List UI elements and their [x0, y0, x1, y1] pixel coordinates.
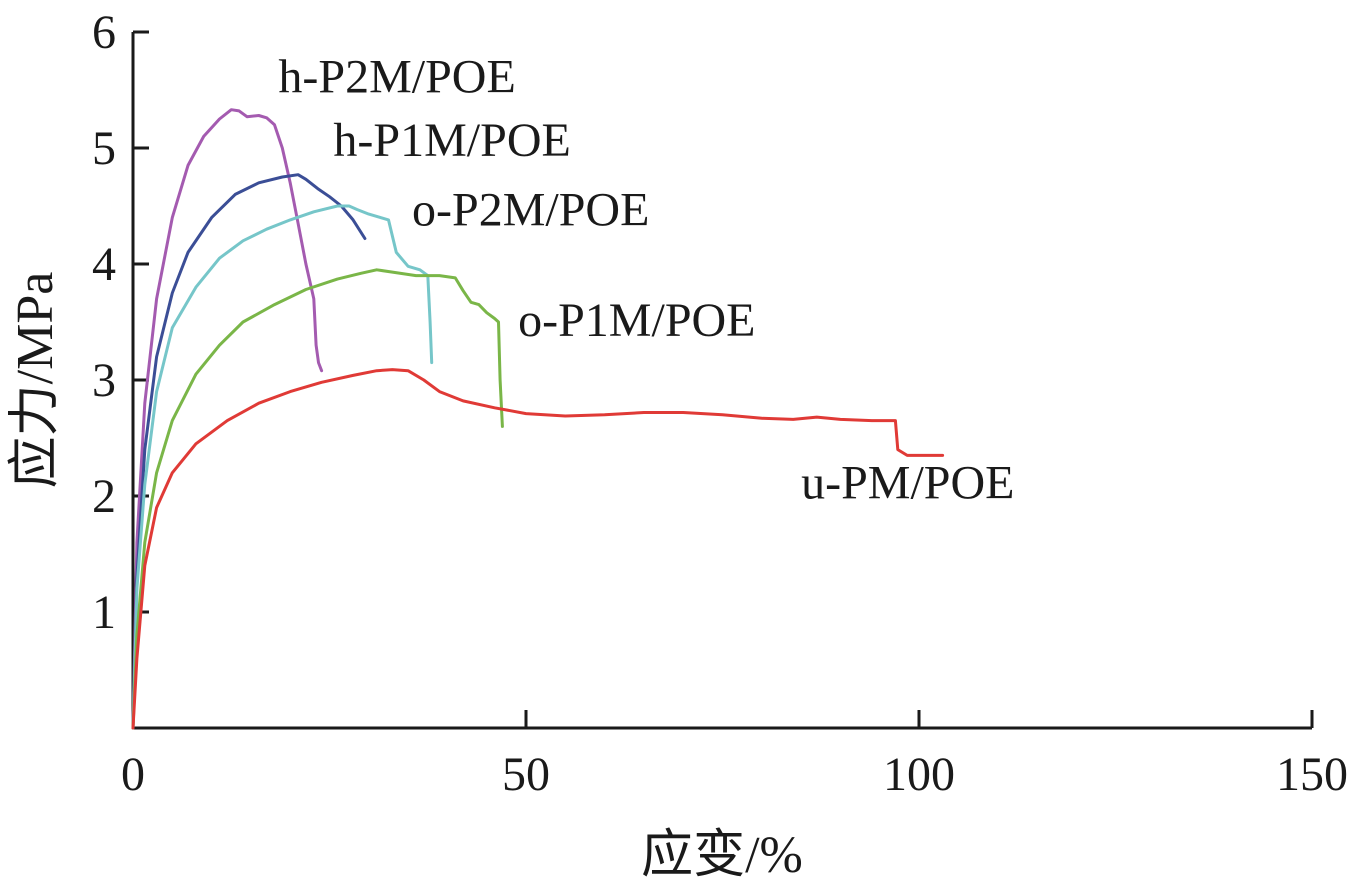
- series-annotations: h-P2M/POE h-P1M/POE o-P2M/POE o-P1M/POE u-PM…: [278, 50, 1014, 509]
- y-axis-title: 应力/MPa: [7, 272, 64, 489]
- y-tick-label: 1: [92, 586, 116, 639]
- x-tick-label: 100: [883, 748, 955, 801]
- x-tick-label: 50: [502, 748, 550, 801]
- y-tick-label: 5: [92, 122, 116, 175]
- y-tick-label: 2: [92, 470, 116, 523]
- series-line-h-p1m-poe: [131, 173, 367, 730]
- axis-ticks: 0 50 100 150 1 2 3 4 5 6: [92, 6, 1348, 801]
- series-line-o-p1m-poe: [131, 268, 504, 730]
- series-annotation: u-PM/POE: [801, 456, 1014, 509]
- y-tick-label: 4: [92, 238, 116, 291]
- x-axis-title: 应变/%: [641, 827, 803, 884]
- y-tick-label: 3: [92, 354, 116, 407]
- y-tick-label: 6: [92, 6, 116, 59]
- series-annotation: h-P1M/POE: [333, 114, 570, 167]
- chart-axes: [131, 32, 1312, 730]
- series-annotation: o-P1M/POE: [518, 294, 755, 347]
- series-line-u-pm-poe: [131, 368, 945, 730]
- x-tick-label: 0: [121, 748, 145, 801]
- series-lines: [131, 108, 945, 730]
- x-tick-label: 150: [1276, 748, 1348, 801]
- series-annotation: o-P2M/POE: [412, 184, 649, 237]
- series-line-h-p2m-poe: [131, 108, 324, 730]
- series-line-o-p2m-poe: [131, 204, 434, 730]
- series-annotation: h-P2M/POE: [278, 50, 515, 103]
